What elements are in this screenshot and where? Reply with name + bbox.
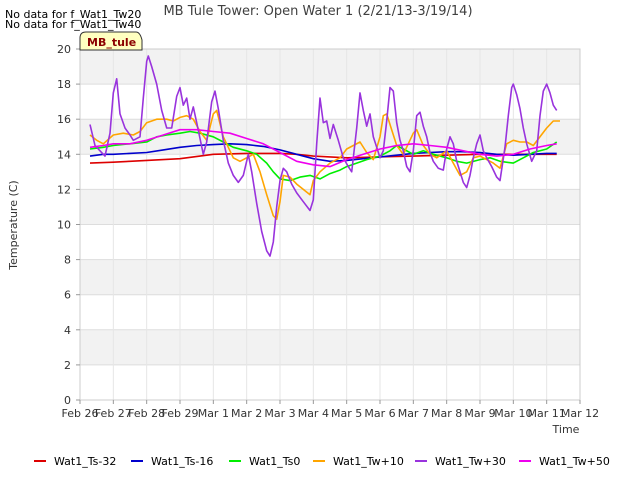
y-tick-label: 4 bbox=[64, 324, 71, 337]
legend-label: Wat1_Tw+10 bbox=[333, 455, 404, 468]
x-tick-label: Feb 27 bbox=[95, 407, 132, 420]
y-tick-label: 16 bbox=[57, 113, 71, 126]
x-tick-label: Mar 12 bbox=[561, 407, 599, 420]
legend-label: Wat1_Ts0 bbox=[249, 455, 300, 468]
x-tick-label: Mar 4 bbox=[298, 407, 329, 420]
series-line-wat1-tw-10 bbox=[89, 109, 560, 220]
plot-band bbox=[80, 364, 580, 400]
series-line-wat1-tw-30 bbox=[89, 55, 558, 257]
plot-band bbox=[80, 224, 580, 260]
plot-band bbox=[80, 49, 580, 85]
series-line-wat1-ts0 bbox=[89, 130, 558, 182]
y-tick-label: 0 bbox=[64, 394, 71, 407]
legend: Wat1_Ts-32 Wat1_Ts-16 Wat1_Ts0 Wat1_Tw+10 Wa… bbox=[34, 455, 610, 468]
y-tick-label: 14 bbox=[57, 148, 71, 161]
x-tick-label: Mar 10 bbox=[494, 407, 532, 420]
no-data-message-2: No data for f_Wat1_Tw40 bbox=[5, 18, 141, 31]
plot-band bbox=[80, 259, 580, 295]
x-tick-label: Mar 7 bbox=[398, 407, 429, 420]
y-tick-label: 8 bbox=[64, 254, 71, 267]
plot-band bbox=[80, 294, 580, 330]
series-line-wat1-ts-16 bbox=[89, 143, 557, 163]
plot-band bbox=[80, 84, 580, 120]
plot-area bbox=[80, 49, 580, 400]
legend-label: Wat1_Ts-32 bbox=[54, 455, 116, 468]
x-tick-label: Feb 29 bbox=[162, 407, 199, 420]
y-axis-label: Temperature (C) bbox=[7, 180, 20, 270]
legend-label: Wat1_Ts-16 bbox=[151, 455, 213, 468]
plot-band bbox=[80, 329, 580, 365]
y-tick-label: 20 bbox=[57, 43, 71, 56]
x-tick-label: Mar 9 bbox=[464, 407, 495, 420]
plot-band bbox=[80, 189, 580, 225]
x-axis-label: Time bbox=[552, 423, 580, 436]
y-tick-label: 2 bbox=[64, 359, 71, 372]
x-tick-label: Mar 1 bbox=[198, 407, 229, 420]
badge-label: MB_tule bbox=[87, 36, 136, 49]
y-tick-label: 18 bbox=[57, 78, 71, 91]
x-tick-label: Mar 8 bbox=[431, 407, 462, 420]
chart-title: MB Tule Tower: Open Water 1 (2/21/13-3/1… bbox=[163, 4, 472, 19]
y-tick-label: 12 bbox=[57, 183, 71, 196]
x-tick-label: Mar 2 bbox=[231, 407, 262, 420]
series-line-wat1-tw-50 bbox=[89, 128, 557, 168]
x-tick-label: Mar 11 bbox=[528, 407, 566, 420]
grid-lines bbox=[79, 48, 581, 401]
x-tick-label: Mar 3 bbox=[264, 407, 295, 420]
mb-tule-badge: MB_tule bbox=[79, 31, 143, 51]
x-tick-label: Feb 26 bbox=[62, 407, 99, 420]
legend-label: Wat1_Tw+50 bbox=[539, 455, 610, 468]
series-lines bbox=[89, 55, 560, 257]
no-data-message-1: No data for f_Wat1_Tw20 bbox=[5, 8, 141, 21]
x-tick-label: Mar 5 bbox=[331, 407, 362, 420]
x-tick-label: Feb 28 bbox=[128, 407, 165, 420]
y-axis: 0 2 4 6 8 10 12 14 16 18 20 bbox=[57, 43, 80, 407]
x-tick-label: Mar 6 bbox=[364, 407, 395, 420]
y-tick-label: 6 bbox=[64, 289, 71, 302]
legend-label: Wat1_Tw+30 bbox=[435, 455, 506, 468]
y-tick-label: 10 bbox=[57, 219, 71, 232]
